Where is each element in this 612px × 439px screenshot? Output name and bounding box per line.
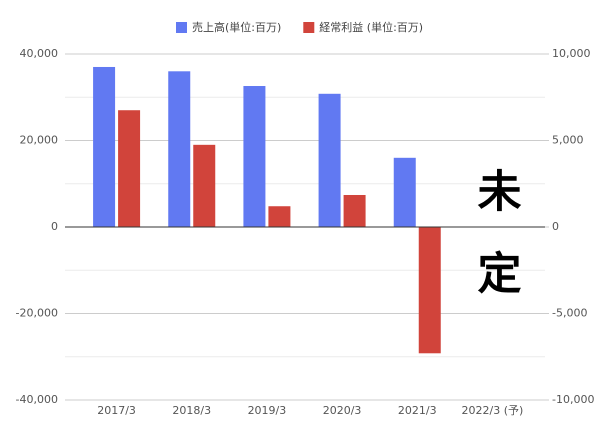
- legend-swatch: [176, 22, 187, 33]
- x-tick-label: 2021/3: [398, 404, 437, 417]
- legend-label: 経常利益 (単位:百万): [319, 20, 423, 34]
- bar: [193, 144, 216, 227]
- y2-tick-label: 10,000: [552, 47, 591, 60]
- bar: [393, 157, 416, 227]
- bar: [343, 194, 366, 227]
- x-tick-label: 2022/3 (予): [462, 404, 524, 417]
- annotation: 未定: [470, 168, 522, 332]
- x-tick-label: 2017/3: [97, 404, 136, 417]
- y-tick-label: 20,000: [20, 134, 59, 147]
- bar: [118, 110, 141, 227]
- y2-tick-label: -10,000: [552, 393, 594, 406]
- x-tick-label: 2020/3: [323, 404, 362, 417]
- bar: [243, 86, 266, 227]
- bar: [93, 66, 116, 227]
- bar: [268, 206, 291, 227]
- y2-tick-label: 5,000: [552, 134, 584, 147]
- y2-tick-label: 0: [552, 220, 559, 233]
- legend-swatch: [303, 22, 315, 33]
- y-tick-label: -40,000: [16, 393, 58, 406]
- y-tick-label: -20,000: [16, 307, 58, 320]
- x-tick-label: 2019/3: [248, 404, 287, 417]
- bar: [418, 227, 441, 354]
- y2-tick-label: -5,000: [552, 307, 587, 320]
- legend-label: 売上高(単位:百万): [192, 20, 281, 34]
- y-tick-label: 0: [51, 220, 58, 233]
- bar: [168, 71, 191, 227]
- x-tick-label: 2018/3: [172, 404, 211, 417]
- bar: [318, 93, 341, 227]
- y-tick-label: 40,000: [20, 47, 59, 60]
